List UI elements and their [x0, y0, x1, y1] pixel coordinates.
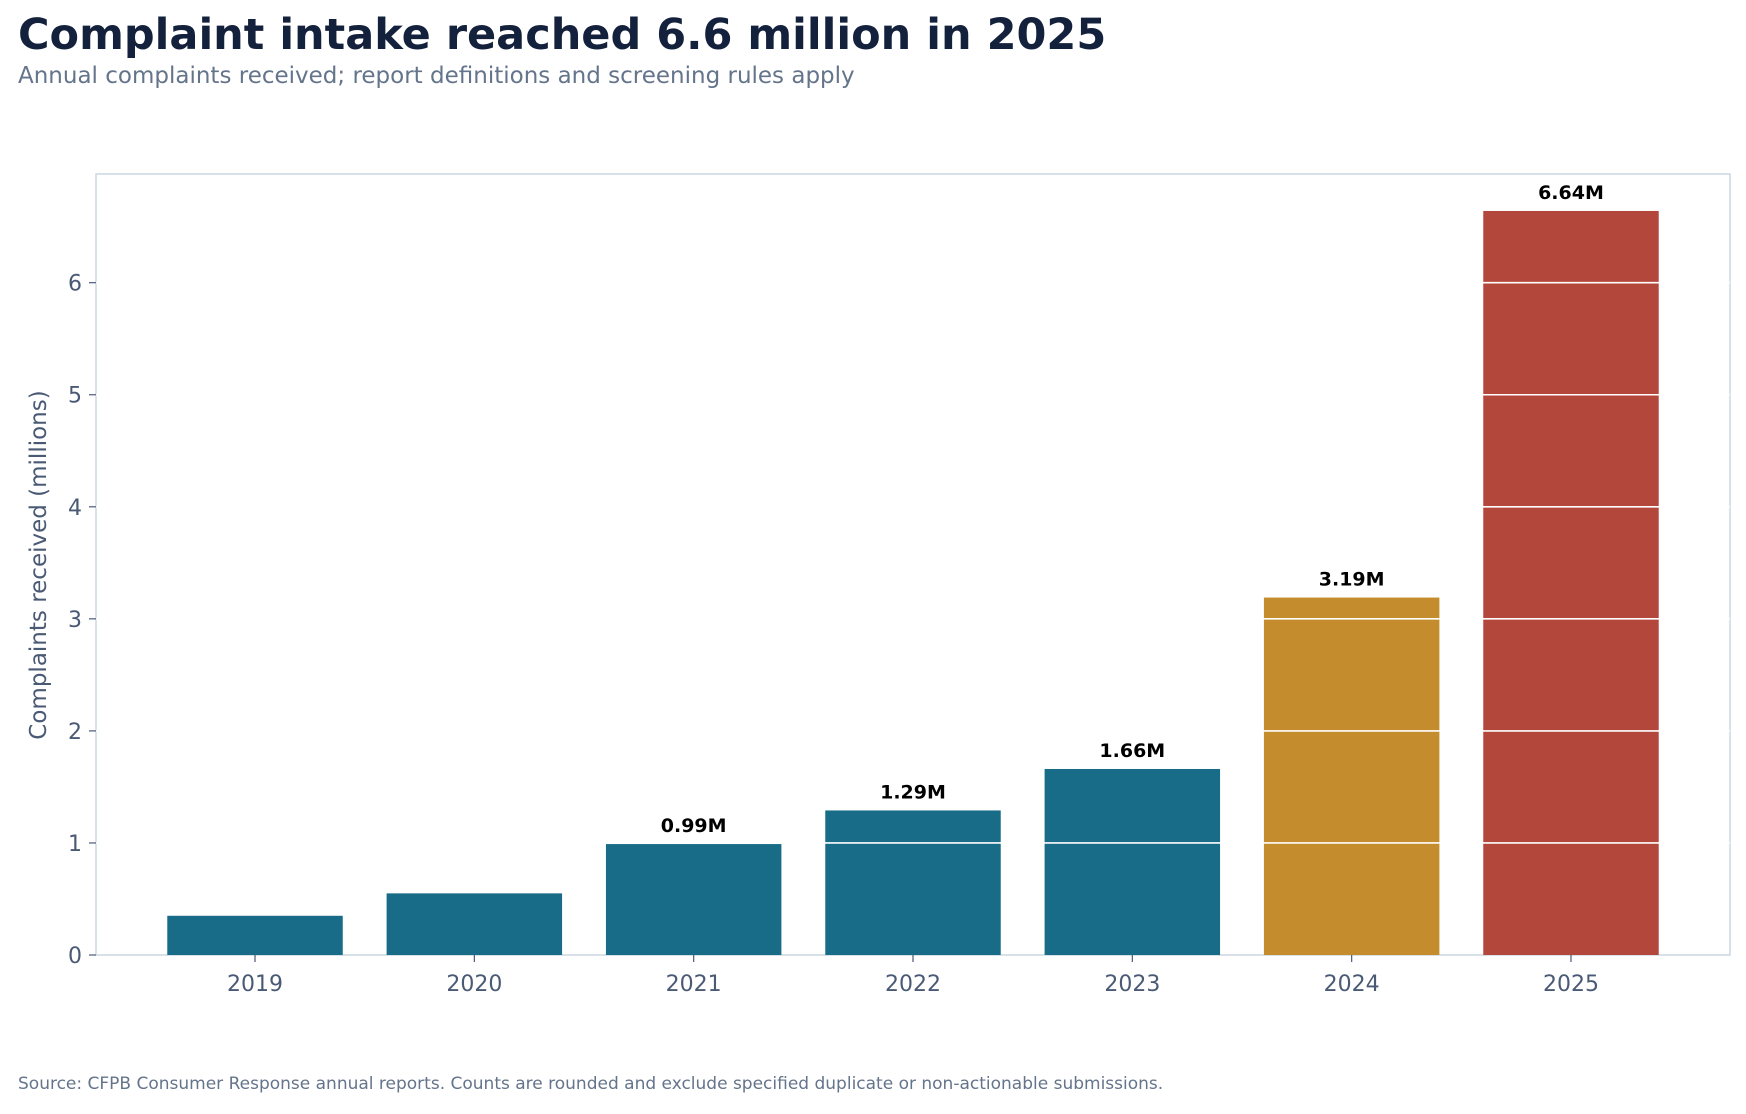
x-tick-label-2020: 2020	[446, 972, 502, 997]
y-tick-label: 4	[68, 496, 82, 521]
x-tick-label-2022: 2022	[885, 972, 941, 997]
y-axis: 0 1 2 3 4 5 6	[68, 272, 96, 969]
y-tick-label: 6	[68, 272, 82, 297]
chart-subtitle: Annual complaints received; report defin…	[18, 63, 855, 89]
data-label-2021: 0.99M	[661, 815, 727, 837]
bar-2019	[167, 915, 343, 955]
y-tick-label: 5	[68, 384, 82, 409]
y-tick-label: 0	[68, 944, 82, 969]
bar-2024	[1263, 597, 1440, 955]
overlay-gridlines	[96, 281, 1730, 844]
bar-2025	[1483, 210, 1659, 955]
x-axis: 2019 2020 2021 2022 2023 2024 2025	[227, 955, 1599, 997]
data-label-2022: 1.29M	[880, 781, 946, 803]
x-tick-label-2023: 2023	[1104, 972, 1160, 997]
y-tick-label: 3	[68, 608, 82, 633]
data-label-2024: 3.19M	[1319, 569, 1385, 591]
bar-2022	[825, 810, 1001, 955]
data-label-2025: 6.64M	[1538, 182, 1604, 204]
data-label-2023: 1.66M	[1099, 740, 1165, 762]
y-axis-label: Complaints received (millions)	[26, 390, 52, 739]
bars	[167, 210, 1659, 955]
data-labels: 0.99M 1.29M 1.66M 3.19M 6.64M	[661, 182, 1604, 837]
bar-2021	[605, 844, 782, 955]
x-tick-label-2025: 2025	[1543, 972, 1599, 997]
x-tick-label-2021: 2021	[666, 972, 722, 997]
y-tick-label: 2	[68, 720, 82, 745]
bar-2023	[1044, 768, 1221, 955]
source-note: Source: CFPB Consumer Response annual re…	[18, 1074, 1164, 1094]
bar-2020	[386, 893, 563, 955]
x-tick-label-2019: 2019	[227, 972, 283, 997]
y-tick-label: 1	[68, 832, 82, 857]
x-tick-label-2024: 2024	[1324, 972, 1380, 997]
chart-title: Complaint intake reached 6.6 million in …	[18, 10, 1107, 60]
